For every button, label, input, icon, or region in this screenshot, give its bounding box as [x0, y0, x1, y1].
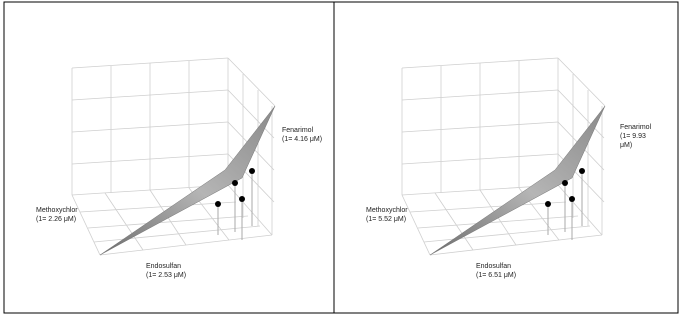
axis-label: μM) [620, 142, 632, 149]
point [232, 180, 238, 186]
panel-frame [333, 1, 679, 314]
axis-label: (1= 5.52 μM) [366, 216, 406, 223]
point [239, 196, 245, 202]
axis-label: (1= 6.51 μM) [476, 272, 516, 279]
point [249, 168, 255, 174]
axis-label: Fenarimol [620, 124, 652, 131]
axis-label: Methoxychlor [366, 207, 408, 214]
axis-label: (1= 2.53 μM) [146, 272, 186, 279]
points-overlay [540, 150, 570, 220]
axis-label: Endosulfan [146, 263, 181, 270]
surface [99, 105, 276, 256]
axis-label: (1= 2.26 μM) [36, 216, 76, 223]
axis-label: Fenarimol [282, 127, 314, 134]
plot-3d [71, 57, 276, 256]
point [215, 201, 221, 207]
axis-labels: Methoxychlor (1= 2.26 μM) Endosulfan (1= 2.… [36, 124, 652, 279]
axis-label: Methoxychlor [36, 207, 78, 214]
wireframe [71, 57, 276, 256]
axis-label: (1= 9.93 [620, 133, 646, 140]
axis-label: Endosulfan [476, 263, 511, 270]
axis-label: (1= 4.16 μM) [282, 136, 322, 143]
